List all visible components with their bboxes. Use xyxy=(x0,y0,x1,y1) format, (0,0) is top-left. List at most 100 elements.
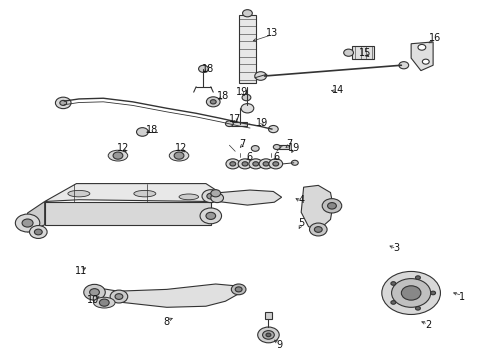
Circle shape xyxy=(273,162,279,166)
Text: 18: 18 xyxy=(146,125,158,135)
Circle shape xyxy=(251,145,259,151)
Circle shape xyxy=(99,299,109,306)
Circle shape xyxy=(322,199,342,213)
Polygon shape xyxy=(45,184,218,202)
Text: 5: 5 xyxy=(298,218,304,228)
Circle shape xyxy=(242,94,251,101)
Circle shape xyxy=(422,59,429,64)
Circle shape xyxy=(110,290,128,303)
Circle shape xyxy=(269,159,283,169)
Ellipse shape xyxy=(179,194,198,200)
Circle shape xyxy=(60,100,67,105)
Ellipse shape xyxy=(169,150,189,161)
Circle shape xyxy=(259,159,273,169)
Polygon shape xyxy=(94,284,240,307)
Text: 7: 7 xyxy=(240,139,245,149)
Circle shape xyxy=(137,128,148,136)
Circle shape xyxy=(206,97,220,107)
Circle shape xyxy=(207,193,215,199)
Circle shape xyxy=(416,276,420,279)
Circle shape xyxy=(328,203,336,209)
Bar xyxy=(239,15,256,83)
Circle shape xyxy=(206,212,216,219)
Polygon shape xyxy=(211,190,282,205)
Polygon shape xyxy=(301,185,333,230)
Circle shape xyxy=(399,62,409,69)
Text: 15: 15 xyxy=(359,48,371,58)
Circle shape xyxy=(115,294,123,300)
Circle shape xyxy=(202,190,220,203)
Text: 6: 6 xyxy=(247,152,253,162)
Circle shape xyxy=(416,306,420,310)
Bar xyxy=(231,122,247,126)
Circle shape xyxy=(198,65,208,72)
Circle shape xyxy=(34,229,42,235)
Text: 17: 17 xyxy=(229,114,242,124)
Circle shape xyxy=(343,49,353,56)
Circle shape xyxy=(392,279,431,307)
Circle shape xyxy=(266,333,271,337)
Text: 19: 19 xyxy=(237,87,249,97)
Text: 1: 1 xyxy=(459,292,466,302)
Circle shape xyxy=(225,121,233,127)
Text: 18: 18 xyxy=(202,64,215,74)
Bar xyxy=(279,145,289,149)
Circle shape xyxy=(253,162,259,166)
Circle shape xyxy=(84,284,105,300)
Circle shape xyxy=(310,223,327,236)
Circle shape xyxy=(29,226,47,238)
Text: 12: 12 xyxy=(175,143,188,153)
Circle shape xyxy=(243,10,252,17)
Circle shape xyxy=(231,284,246,295)
Circle shape xyxy=(15,214,40,232)
Circle shape xyxy=(382,271,441,315)
Circle shape xyxy=(200,208,221,224)
Text: 13: 13 xyxy=(266,28,278,38)
Circle shape xyxy=(315,226,322,232)
Circle shape xyxy=(230,162,236,166)
Circle shape xyxy=(401,286,421,300)
Circle shape xyxy=(174,152,184,159)
Circle shape xyxy=(391,282,396,285)
Text: 10: 10 xyxy=(87,295,99,305)
Circle shape xyxy=(263,162,269,166)
Ellipse shape xyxy=(108,150,128,161)
Circle shape xyxy=(90,289,99,296)
Circle shape xyxy=(22,219,33,227)
Circle shape xyxy=(292,160,298,165)
Ellipse shape xyxy=(134,190,156,197)
Circle shape xyxy=(391,301,396,304)
Polygon shape xyxy=(27,202,45,232)
Circle shape xyxy=(210,100,216,104)
Polygon shape xyxy=(411,42,433,71)
Text: 12: 12 xyxy=(117,143,129,153)
Bar xyxy=(352,46,374,59)
Circle shape xyxy=(211,193,223,203)
Circle shape xyxy=(113,152,123,159)
Text: 19: 19 xyxy=(256,118,268,128)
Circle shape xyxy=(226,159,240,169)
Text: 2: 2 xyxy=(425,320,431,330)
Ellipse shape xyxy=(94,297,115,308)
Circle shape xyxy=(255,72,267,80)
Circle shape xyxy=(235,287,242,292)
Circle shape xyxy=(431,291,436,295)
Text: 14: 14 xyxy=(332,85,344,95)
Circle shape xyxy=(211,190,220,197)
Circle shape xyxy=(258,327,279,343)
Circle shape xyxy=(55,97,71,109)
Ellipse shape xyxy=(68,190,90,197)
Text: 3: 3 xyxy=(393,243,399,253)
Text: 19: 19 xyxy=(288,143,300,153)
Circle shape xyxy=(249,159,263,169)
Text: 6: 6 xyxy=(274,152,280,162)
Text: 9: 9 xyxy=(276,340,282,350)
Circle shape xyxy=(418,44,426,50)
Circle shape xyxy=(263,330,274,339)
Text: 7: 7 xyxy=(286,139,292,149)
Circle shape xyxy=(238,159,252,169)
Text: 8: 8 xyxy=(164,317,170,327)
Polygon shape xyxy=(45,202,211,225)
Circle shape xyxy=(269,126,278,133)
Circle shape xyxy=(241,104,254,113)
